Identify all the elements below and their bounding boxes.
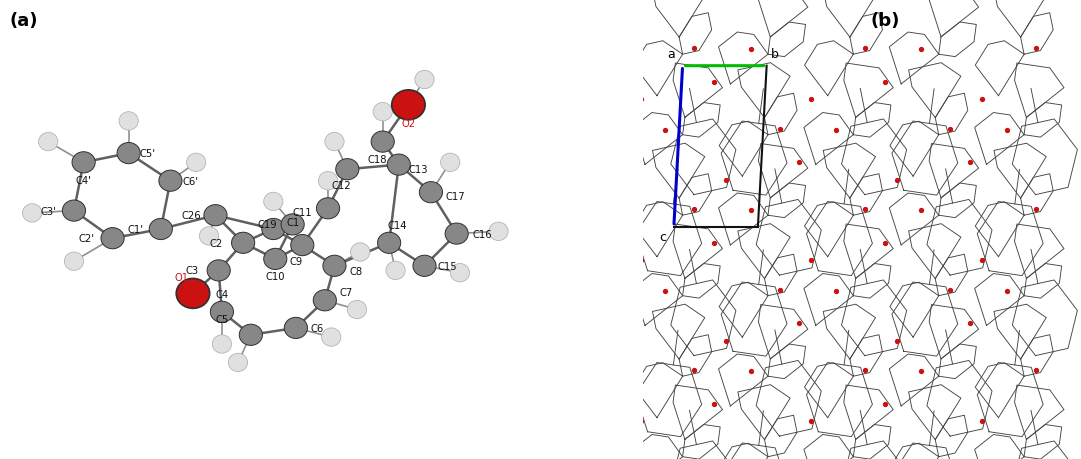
Text: O2: O2	[401, 119, 415, 129]
Ellipse shape	[239, 325, 263, 346]
Text: C11: C11	[293, 207, 312, 218]
Ellipse shape	[386, 262, 405, 280]
Text: C10: C10	[266, 272, 285, 282]
Text: C8: C8	[349, 267, 362, 277]
Ellipse shape	[39, 133, 58, 151]
Ellipse shape	[284, 318, 307, 339]
Text: C6': C6'	[183, 176, 199, 186]
Ellipse shape	[264, 193, 283, 211]
Text: b: b	[771, 48, 779, 61]
Text: a: a	[667, 48, 675, 61]
Text: C7: C7	[339, 287, 352, 297]
Ellipse shape	[262, 219, 285, 240]
Text: C4': C4'	[76, 175, 92, 185]
Ellipse shape	[324, 133, 344, 151]
Ellipse shape	[450, 264, 469, 282]
Text: C16: C16	[472, 229, 492, 239]
Text: C2': C2'	[79, 234, 95, 244]
Ellipse shape	[63, 201, 85, 222]
Ellipse shape	[445, 224, 468, 245]
Ellipse shape	[23, 204, 42, 223]
Text: c: c	[659, 231, 666, 244]
Text: C18: C18	[368, 155, 387, 165]
Text: C5': C5'	[139, 149, 156, 159]
Ellipse shape	[281, 214, 304, 235]
Ellipse shape	[489, 223, 508, 241]
Ellipse shape	[350, 243, 370, 262]
Ellipse shape	[317, 198, 339, 219]
Text: C14: C14	[387, 221, 406, 231]
Ellipse shape	[373, 103, 392, 122]
Ellipse shape	[322, 328, 341, 347]
Text: (a): (a)	[10, 11, 38, 29]
Text: C3: C3	[185, 266, 198, 276]
Text: C12: C12	[331, 181, 350, 191]
Ellipse shape	[72, 152, 95, 174]
Ellipse shape	[231, 233, 255, 254]
Ellipse shape	[313, 290, 336, 311]
Ellipse shape	[441, 154, 459, 172]
Ellipse shape	[413, 256, 436, 277]
Ellipse shape	[204, 205, 227, 226]
Text: C4: C4	[215, 290, 228, 300]
Ellipse shape	[319, 172, 337, 190]
Ellipse shape	[149, 219, 172, 240]
Ellipse shape	[336, 159, 359, 180]
Text: C15: C15	[437, 261, 457, 271]
Ellipse shape	[187, 154, 205, 172]
Ellipse shape	[117, 143, 141, 164]
Ellipse shape	[119, 112, 138, 131]
Ellipse shape	[65, 252, 83, 271]
Ellipse shape	[211, 302, 233, 323]
Text: C5: C5	[216, 314, 229, 324]
Ellipse shape	[199, 227, 218, 246]
Text: C19: C19	[257, 220, 277, 230]
Ellipse shape	[377, 233, 401, 254]
Text: C13: C13	[409, 165, 428, 175]
Ellipse shape	[176, 279, 210, 308]
Text: C26: C26	[182, 211, 201, 221]
Ellipse shape	[228, 353, 248, 372]
Text: C2: C2	[210, 238, 223, 248]
Text: C6: C6	[310, 323, 323, 333]
Ellipse shape	[159, 171, 182, 192]
Ellipse shape	[415, 71, 435, 90]
Ellipse shape	[291, 235, 313, 256]
Ellipse shape	[323, 256, 346, 277]
Text: C17: C17	[445, 191, 465, 202]
Ellipse shape	[212, 335, 231, 353]
Ellipse shape	[391, 90, 425, 120]
Ellipse shape	[347, 301, 366, 319]
Text: C3': C3'	[40, 206, 56, 216]
Ellipse shape	[387, 155, 411, 176]
Text: C9: C9	[290, 257, 303, 267]
Text: (b): (b)	[871, 11, 900, 29]
Ellipse shape	[264, 249, 286, 270]
Ellipse shape	[101, 228, 124, 249]
Text: C1': C1'	[126, 224, 143, 235]
Text: O1: O1	[174, 273, 188, 283]
Ellipse shape	[419, 182, 442, 203]
Ellipse shape	[208, 260, 230, 281]
Ellipse shape	[371, 132, 395, 153]
Text: C1: C1	[286, 218, 299, 228]
